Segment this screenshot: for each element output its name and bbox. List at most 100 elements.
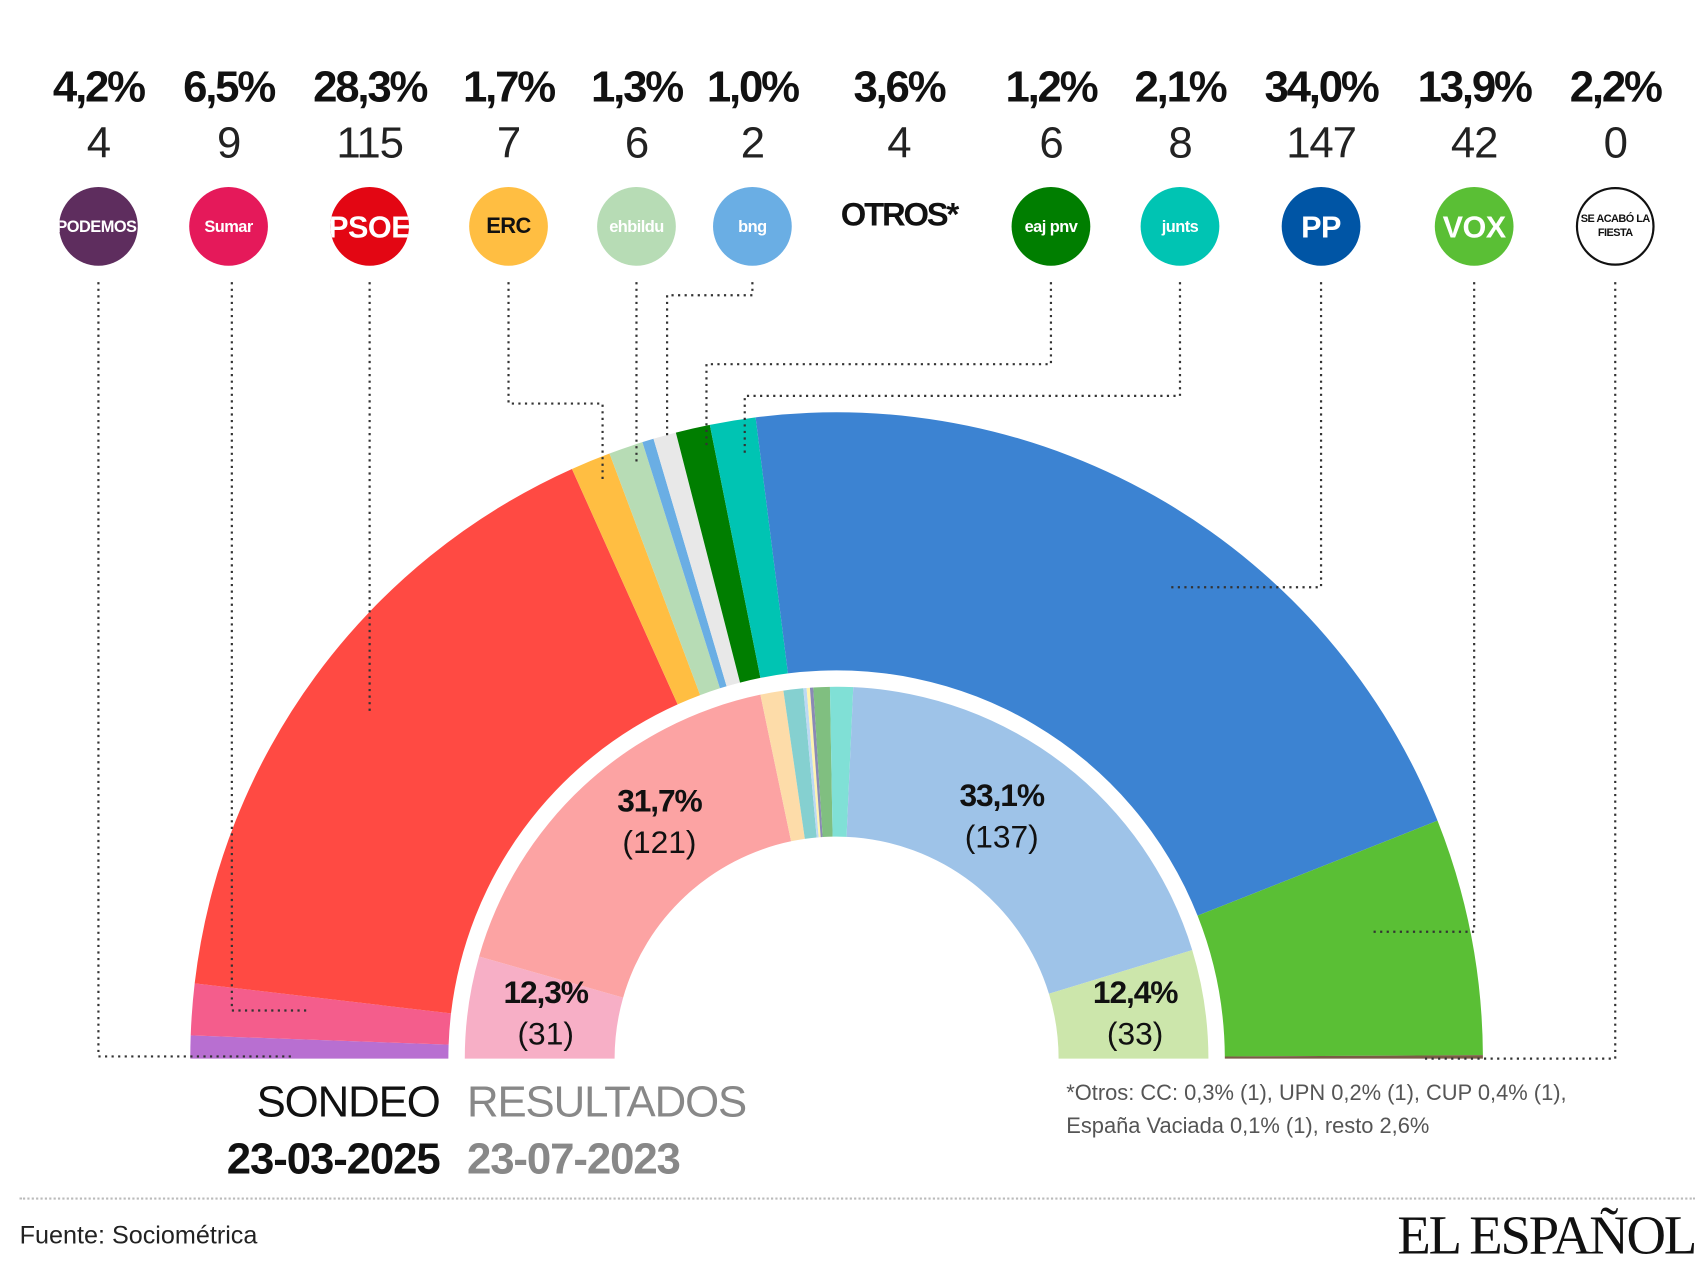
slice-upn: [809, 687, 823, 838]
party-pct: 1,3%: [590, 63, 684, 112]
party-seats: 115: [336, 119, 404, 168]
party-seats: 4: [86, 119, 111, 168]
party-seats: 8: [1168, 119, 1192, 168]
label-vox-2023: 12,4% (33): [1092, 975, 1179, 1053]
label-pp-2023: 33,1% (137): [959, 778, 1045, 856]
party-column: 1,0% 2 bng: [681, 60, 823, 266]
party-pct: 6,5%: [183, 63, 276, 112]
party-seats: 2: [740, 119, 765, 168]
party-column: 28,3% 115 PSOE: [299, 60, 441, 266]
connector-vox: [1370, 282, 1476, 933]
connector-pp: [1167, 282, 1323, 589]
party-pct: 13,9%: [1417, 63, 1533, 112]
party-column: 34,0% 147 PP: [1250, 60, 1392, 266]
slice-pnv: [813, 686, 833, 838]
legend-resultados: RESULTADOS 23-07-2023: [466, 1074, 747, 1188]
party-column: 1,3% 6 ehbildu: [565, 60, 707, 266]
outer-ring-2025: [190, 412, 1483, 1059]
party-logo-icon: PODEMOS.: [59, 187, 138, 266]
legend-sondeo-date: 23-03-2025: [226, 1135, 441, 1184]
slice-pnv: [675, 424, 761, 683]
slice-cc: [806, 687, 821, 838]
brand-logo: EL ESPAÑOL: [1397, 1204, 1697, 1266]
party-seats: 9: [216, 119, 241, 168]
party-pct: 1,0%: [706, 63, 800, 112]
slice-sumar: [190, 983, 452, 1045]
footnote-otros: *Otros: CC: 0,3% (1), UPN 0,2% (1), CUP …: [1066, 1077, 1591, 1143]
label-sumar-2023: 12,3% (31): [503, 975, 589, 1053]
party-column: 1,7% 7 ERC: [437, 60, 579, 266]
slice-vox: [1048, 950, 1209, 1059]
slice-bng: [642, 438, 727, 689]
slice-vox: [1197, 820, 1483, 1057]
party-seats: 7: [496, 119, 521, 168]
legend-resultados-label: RESULTADOS: [466, 1078, 747, 1127]
party-logo-icon: junts: [1140, 187, 1220, 266]
party-logo-icon: ehbildu: [597, 187, 676, 266]
party-pct: 1,2%: [1005, 63, 1098, 112]
slice-pp: [755, 412, 1438, 916]
connector-pnv: [705, 282, 1053, 449]
parliament-chart: [97, 282, 1617, 1060]
slice-otros: [653, 432, 741, 687]
party-logo-icon: ERC: [469, 187, 548, 266]
connector-salf: [1421, 282, 1617, 1060]
slice-pp: [846, 687, 1193, 994]
slice-psoe: [479, 694, 792, 998]
party-column: 4,2% 4 PODEMOS.: [27, 60, 169, 266]
party-pct: 34,0%: [1264, 63, 1379, 112]
divider: [19, 1197, 1696, 1200]
party-logo-icon: eaj pnv: [1011, 187, 1091, 266]
slice-erc: [760, 690, 805, 842]
connector-bng: [665, 282, 754, 438]
legend-sondeo: SONDEO 23-03-2025: [226, 1074, 441, 1188]
slice-junts: [829, 686, 854, 837]
party-column: 2,1% 8 junts: [1109, 60, 1251, 266]
source-text: Fuente: Sociométrica: [19, 1220, 258, 1249]
slice-eh-bildu: [783, 688, 817, 839]
party-logo-icon: bng: [713, 187, 792, 266]
footnote-line: *Otros: CC: 0,3% (1), UPN 0,2% (1), CUP …: [1066, 1081, 1567, 1106]
slice-bng: [803, 687, 819, 838]
party-pct: 2,1%: [1134, 63, 1227, 112]
party-seats: 6: [624, 119, 649, 168]
party-column: 1,2% 6 eaj pnv: [980, 60, 1122, 266]
party-logo-icon: PP: [1281, 187, 1361, 266]
party-column: 3,6% 4 OTROS*: [828, 60, 970, 237]
slice-eh-bildu: [609, 442, 720, 696]
party-pct: 28,3%: [313, 63, 428, 112]
slice-se-acab-la-fiesta: [1224, 1055, 1483, 1059]
party-logo-icon: VOX: [1434, 187, 1514, 266]
party-logo-icon: PSOE: [330, 187, 410, 266]
slice-podemos: [190, 1035, 449, 1059]
legend-resultados-date: 23-07-2023: [466, 1135, 681, 1184]
footnote-line: España Vaciada 0,1% (1), resto 2,6%: [1066, 1114, 1430, 1139]
slice-junts: [709, 417, 788, 678]
party-seats: 147: [1286, 119, 1357, 168]
party-pct: 3,6%: [853, 63, 946, 112]
party-seats: 42: [1450, 119, 1499, 168]
party-pct: 2,2%: [1569, 63, 1663, 112]
label-psoe-2023: 31,7% (121): [617, 784, 703, 861]
connector-podemos: [97, 282, 296, 1058]
inner-ring-2023: [464, 686, 1209, 1059]
party-logo-icon: SE ACABÓ LA FIESTA: [1575, 187, 1655, 266]
party-column: 2,2% 0 SE ACABÓ LA FIESTA: [1544, 60, 1686, 266]
party-logo-icon: Sumar: [189, 187, 268, 266]
party-column: 13,9% 42 VOX: [1403, 60, 1545, 266]
party-seats: 4: [887, 119, 911, 168]
slice-erc: [571, 453, 701, 705]
party-pct: 1,7%: [463, 63, 556, 112]
connector-lines: [97, 282, 1617, 1060]
connector-erc: [507, 282, 604, 482]
party-seats: 0: [1603, 119, 1628, 168]
slice-psoe: [194, 468, 678, 1014]
slice-sumar: [464, 956, 624, 1059]
connector-sumar: [230, 282, 307, 1012]
otros-label: OTROS*: [840, 196, 960, 233]
party-column: 6,5% 9 Sumar: [157, 60, 299, 266]
party-pct: 4,2%: [52, 63, 146, 112]
legend-sondeo-label: SONDEO: [256, 1078, 441, 1127]
party-seats: 6: [1039, 119, 1063, 168]
